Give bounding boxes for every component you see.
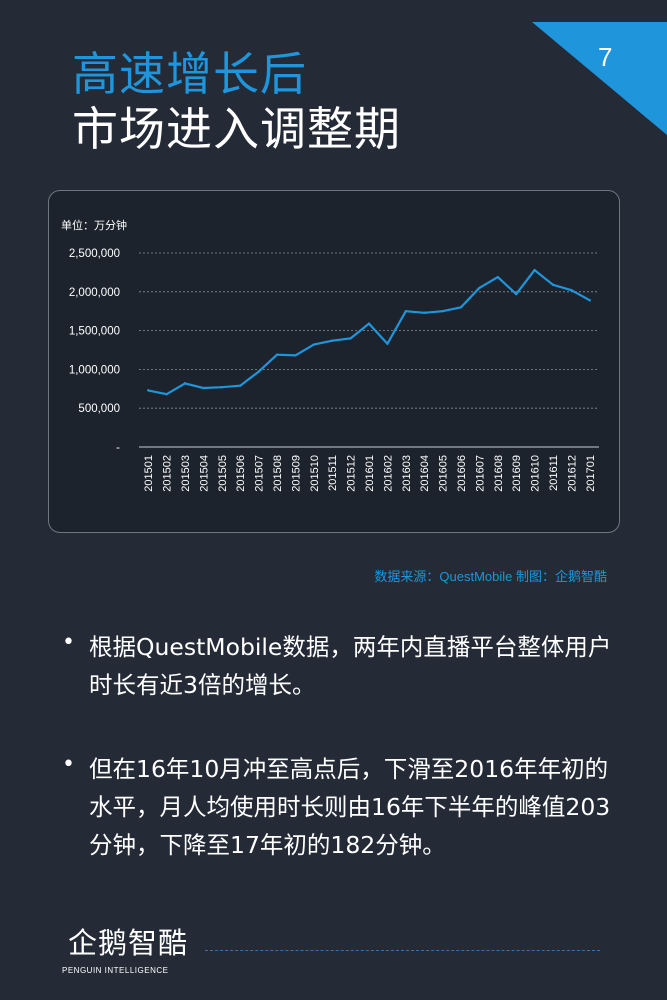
bullet-text: 根据QuestMobile数据，两年内直播平台整体用户时长有近3倍的增长。 <box>89 633 612 699</box>
page-title-line1: 高速增长后 <box>72 47 307 101</box>
data-point <box>588 299 591 302</box>
x-tick-label: 201612 <box>566 455 578 492</box>
x-tick-label: 201506 <box>235 455 247 492</box>
data-point <box>367 322 371 325</box>
data-point <box>386 342 389 345</box>
chart-unit-label: 单位：万分钟 <box>61 218 127 232</box>
data-point <box>220 386 223 389</box>
y-tick-label: 1,500,000 <box>69 326 120 338</box>
data-point <box>496 275 499 279</box>
bullet-text: 但在16年10月冲至高点后，下滑至2016年年初的水平，月人均使用时长则由16年… <box>89 755 611 859</box>
x-tick-label: 201605 <box>438 455 450 492</box>
page-number: 7 <box>598 42 613 72</box>
data-point <box>515 292 518 296</box>
page-corner-triangle <box>532 22 667 135</box>
data-point <box>533 268 536 272</box>
data-point <box>239 384 242 387</box>
x-tick-label: 201509 <box>290 455 302 492</box>
logo-text-en: PENGUIN INTELLIGENCE <box>62 966 169 975</box>
series-line <box>147 268 591 396</box>
x-tick-label: 201604 <box>419 455 431 492</box>
x-tick-label: 201606 <box>456 455 468 492</box>
x-tick-label: 201503 <box>180 455 192 492</box>
data-point <box>551 283 555 287</box>
x-tick-label: 201609 <box>511 455 523 492</box>
x-tick-label: 201611 <box>548 455 560 491</box>
data-point <box>459 306 463 309</box>
y-tick-label: 2,000,000 <box>69 287 120 299</box>
brand-logo: 企鹅智酷 PENGUIN INTELLIGENCE <box>62 920 197 980</box>
data-point <box>423 311 426 314</box>
data-point <box>202 386 205 390</box>
chart-panel: 单位：万分钟 2,500,000 2,000,000 1,500,000 1,000,0… <box>48 190 620 533</box>
x-tick-label: 201510 <box>309 455 321 492</box>
page-title-line2: 市场进入调整期 <box>72 102 401 156</box>
x-tick-label: 201602 <box>382 455 394 492</box>
x-tick-label: 201601 <box>364 455 376 492</box>
x-tick-label: 201504 <box>198 455 210 492</box>
x-tick-label: 201502 <box>162 455 174 492</box>
data-point <box>312 343 315 346</box>
data-point <box>147 389 150 392</box>
data-point <box>257 370 260 373</box>
x-tick-label: 201508 <box>272 455 284 492</box>
data-point <box>349 337 352 340</box>
x-tick-label: 201608 <box>493 455 505 492</box>
x-tick-label: 201511 <box>327 455 339 491</box>
y-tick-label: 2,500,000 <box>69 248 120 260</box>
x-tick-label: 201701 <box>585 455 597 492</box>
bullet-dot-icon: • <box>62 752 75 777</box>
x-tick-label: 201507 <box>254 455 266 492</box>
x-tick-label: 201501 <box>143 455 155 492</box>
x-tick-label: 201512 <box>346 455 358 492</box>
data-point <box>294 354 297 357</box>
data-point <box>331 339 334 342</box>
data-point <box>404 310 407 313</box>
footer-divider <box>205 950 600 951</box>
y-tick-label: 500,000 <box>78 403 120 415</box>
x-tick-label: 201607 <box>474 455 486 492</box>
data-point <box>183 382 187 385</box>
bullet-dot-icon: • <box>62 630 75 655</box>
line-chart: 单位：万分钟 2,500,000 2,000,000 1,500,000 1,000,0… <box>61 218 599 492</box>
data-point <box>165 393 168 396</box>
data-point <box>441 310 444 313</box>
x-tick-label: 201505 <box>217 455 229 492</box>
data-source-note: 数据来源：QuestMobile 制图：企鹅智酷 <box>374 569 607 584</box>
x-tick-label: 201603 <box>401 455 413 492</box>
x-tick-label: 201610 <box>530 455 542 492</box>
data-point <box>570 289 573 292</box>
data-point <box>478 286 481 290</box>
logo-text-cn: 企鹅智酷 <box>68 926 189 960</box>
data-point <box>275 353 279 356</box>
y-tick-label: - <box>116 442 120 454</box>
y-tick-label: 1,000,000 <box>69 364 120 376</box>
